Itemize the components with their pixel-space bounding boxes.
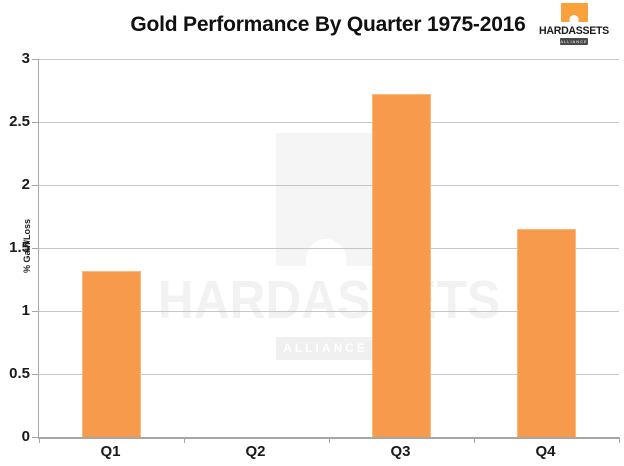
x-tick-label: Q3 <box>390 443 411 460</box>
gridline <box>39 248 619 249</box>
y-tick-mark <box>32 311 38 312</box>
x-tick-mark <box>474 437 475 443</box>
watermark: HARDASSETS ALLIANCE <box>39 59 619 437</box>
y-tick-label: 3 <box>21 50 30 67</box>
brand-logo-name: HARDASSETS <box>538 25 611 37</box>
bar-q4 <box>517 229 576 437</box>
brand-word-hard: HARD <box>539 25 569 37</box>
chart-title: Gold Performance By Quarter 1975-2016 <box>130 13 526 36</box>
y-tick-label: 0 <box>21 428 30 445</box>
y-tick-label: 0.5 <box>9 365 30 382</box>
y-tick-label: 1.5 <box>9 239 30 256</box>
watermark-brand-name: HARDASSETS <box>157 270 501 330</box>
brand-word-assets: ASSETS <box>568 25 609 37</box>
brand-logo: HARDASSETS ALLIANCE <box>536 3 612 45</box>
gridline <box>39 59 619 60</box>
gridline <box>39 374 619 375</box>
x-tick-mark <box>329 437 330 443</box>
plot-area: HARDASSETS ALLIANCE <box>38 59 620 443</box>
gridline <box>39 122 619 123</box>
x-tick-label: Q4 <box>535 443 556 460</box>
y-tick-label: 2 <box>21 176 30 193</box>
x-tick-label: Q2 <box>245 443 266 460</box>
bar-q3 <box>372 94 431 437</box>
watermark-notch-shape <box>305 239 346 267</box>
gridline <box>39 185 619 186</box>
y-tick-mark <box>32 59 38 60</box>
y-tick-mark <box>32 437 38 438</box>
logo-notch-shape <box>569 15 579 22</box>
y-tick-label: 2.5 <box>9 113 30 130</box>
bar-q1 <box>82 271 141 437</box>
watermark-brand-subtitle: ALLIANCE <box>276 337 375 360</box>
y-tick-mark <box>32 248 38 249</box>
x-tick-mark <box>184 437 185 443</box>
watermark-logo-icon <box>276 133 375 267</box>
x-tick-mark <box>619 437 620 443</box>
brand-logo-icon <box>560 3 588 22</box>
y-tick-mark <box>32 122 38 123</box>
x-tick-label: Q1 <box>100 443 121 460</box>
x-tick-mark <box>39 437 40 443</box>
y-tick-mark <box>32 185 38 186</box>
gridline <box>39 311 619 312</box>
brand-logo-subtitle: ALLIANCE <box>560 38 588 45</box>
y-tick-mark <box>32 374 38 375</box>
y-tick-label: 1 <box>21 302 30 319</box>
